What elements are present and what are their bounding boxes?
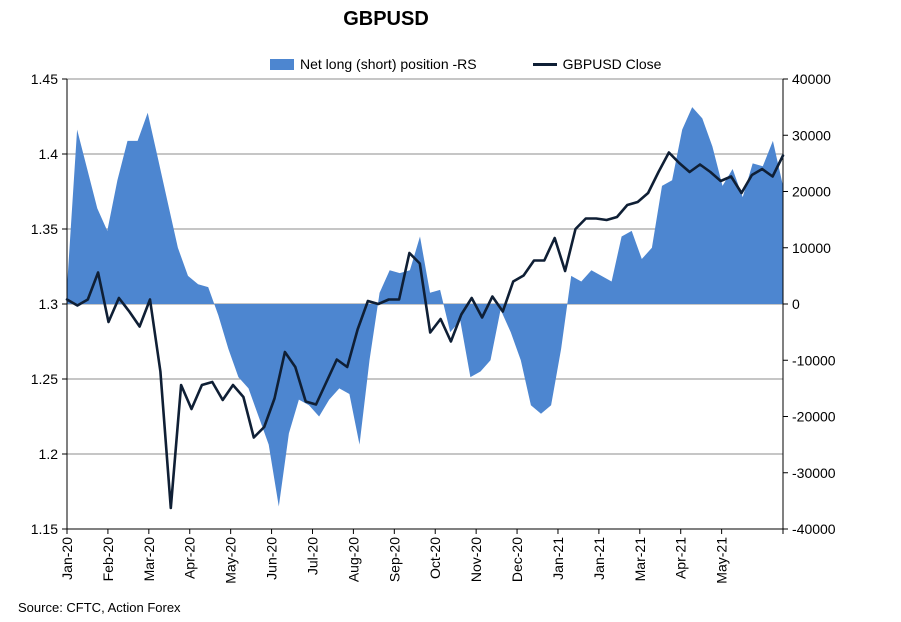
axis-layer (62, 78, 788, 534)
x-tick-label: Jul-20 (304, 537, 320, 575)
x-tick-label: Dec-20 (509, 537, 525, 582)
left-tick-label: 1.45 (31, 71, 58, 87)
x-tick-label: Jun-20 (264, 537, 280, 580)
legend: Net long (short) position -RS GBPUSD Clo… (270, 54, 717, 74)
right-tick-label: 40000 (792, 71, 831, 87)
x-tick-label: May-21 (714, 537, 730, 584)
right-tick-label: 20000 (792, 184, 831, 200)
legend-item-gbpusd-close: GBPUSD Close (532, 56, 662, 72)
right-tick-label: 0 (792, 296, 800, 312)
right-tick-label: -30000 (792, 465, 836, 481)
area-layer (67, 107, 783, 507)
left-tick-label: 1.4 (39, 146, 59, 162)
legend-label-net-position: Net long (short) position -RS (300, 56, 477, 72)
line-layer (65, 151, 785, 510)
chart-plot: 1.15 1.2 1.25 1.3 1.35 1.4 1.45 -40000 -30000 -20… (31, 71, 836, 584)
x-tick-label: Apr-21 (673, 537, 689, 579)
left-tick-label: 1.3 (39, 296, 59, 312)
right-tick-label: -40000 (792, 521, 836, 537)
left-tick-label: 1.15 (31, 521, 58, 537)
right-tick-label: 10000 (792, 240, 831, 256)
right-tick-label: -10000 (792, 352, 836, 368)
net-position-area (67, 107, 783, 507)
legend-swatch-line (532, 62, 557, 66)
x-tick-label: Oct-20 (427, 537, 443, 579)
chart-title: GBPUSD (343, 8, 429, 30)
x-tick-label: Mar-20 (141, 537, 157, 582)
right-tick-label: -20000 (792, 409, 836, 425)
x-tick-label: Jan-21 (550, 537, 566, 580)
label-layer: 1.15 1.2 1.25 1.3 1.35 1.4 1.45 -40000 -30000 -20… (31, 71, 836, 584)
x-tick-label: Jan-21 (591, 537, 607, 580)
left-tick-label: 1.35 (31, 221, 58, 237)
x-tick-label: Apr-20 (182, 537, 198, 579)
legend-label-gbpusd-close: GBPUSD Close (562, 56, 662, 72)
x-tick-label: Sep-20 (386, 537, 402, 582)
x-tick-label: Nov-20 (468, 537, 484, 582)
x-tick-label: Jan-20 (59, 537, 75, 580)
x-tick-label: Aug-20 (345, 537, 361, 582)
x-tick-label: Feb-20 (100, 537, 116, 582)
left-tick-label: 1.25 (31, 371, 58, 387)
x-tick-label: May-20 (223, 537, 239, 584)
source-note: Source: CFTC, Action Forex (18, 600, 181, 615)
gbpusd-close-line (65, 151, 785, 510)
right-tick-label: 30000 (792, 127, 831, 143)
left-tick-label: 1.2 (39, 446, 59, 462)
x-tick-label: Mar-21 (632, 537, 648, 582)
legend-item-net-position: Net long (short) position -RS (270, 56, 477, 72)
legend-swatch-area (270, 58, 294, 70)
